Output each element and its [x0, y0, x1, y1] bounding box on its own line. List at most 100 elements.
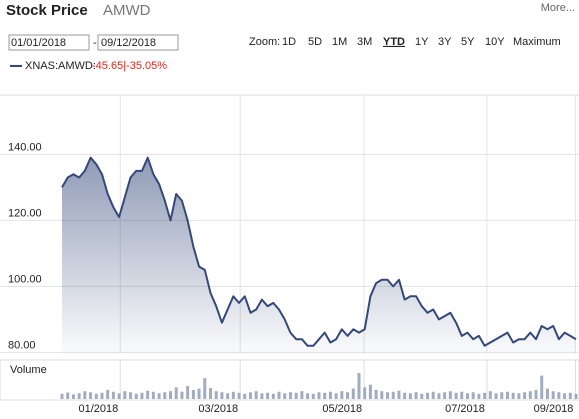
x-tick-label: 05/2018 [322, 403, 362, 415]
volume-bar [174, 387, 178, 399]
date-to-input[interactable] [97, 34, 179, 51]
volume-bar [283, 393, 287, 399]
volume-bar [214, 391, 218, 399]
volume-bar [454, 392, 458, 399]
volume-bar [111, 391, 115, 399]
volume-bar [243, 393, 247, 399]
volume-bar [277, 391, 281, 399]
volume-bar [460, 391, 464, 399]
y-tick-label: 140.00 [8, 141, 42, 153]
volume-bar [420, 393, 424, 399]
x-tick-label: 03/2018 [198, 403, 238, 415]
volume-bar [71, 394, 75, 399]
volume-bar [169, 391, 173, 399]
zoom-option[interactable]: 1M [332, 36, 347, 48]
legend-name: XNAS:AMWD: [25, 60, 96, 72]
volume-bar [483, 392, 487, 399]
y-tick-label: 80.00 [8, 339, 36, 351]
symbol: AMWD [103, 2, 151, 19]
volume-bar [534, 389, 538, 399]
date-to: 09/12/2018 [101, 37, 156, 49]
volume-bar [208, 388, 212, 399]
x-tick-label: 09/2018 [534, 403, 574, 415]
volume-bar [328, 391, 332, 399]
zoom-option[interactable]: 3Y [438, 36, 452, 48]
zoom-option[interactable]: 3M [357, 36, 372, 48]
volume-bar [391, 391, 395, 399]
date-from-input[interactable] [8, 34, 90, 51]
volume-bar [157, 393, 161, 399]
volume-bar [294, 392, 298, 399]
volume-bar [317, 392, 321, 399]
volume-bar [323, 392, 327, 399]
volume-bar [94, 393, 98, 399]
volume-bar [129, 392, 133, 399]
zoom-option[interactable]: 10Y [485, 36, 505, 48]
volume-bar [191, 389, 195, 399]
volume-bar [123, 391, 127, 399]
volume-bar [306, 393, 310, 399]
volume-bar [311, 393, 315, 399]
zoom-option[interactable]: 5D [308, 36, 322, 48]
volume-bar [220, 392, 224, 399]
volume-bar [408, 393, 412, 399]
volume-bar [100, 392, 104, 399]
volume-bar [180, 391, 184, 399]
x-tick-label: 01/2018 [78, 403, 118, 415]
volume-bar [357, 373, 361, 399]
volume-bar [226, 393, 230, 399]
volume-bar [540, 375, 544, 399]
zoom-option[interactable]: Maximum [513, 36, 561, 48]
volume-bar [414, 392, 418, 399]
volume-bar [266, 392, 270, 399]
more-link[interactable]: More... [541, 2, 575, 14]
volume-bar [437, 393, 441, 399]
volume-bar [563, 393, 567, 399]
zoom-option[interactable]: 5Y [461, 36, 475, 48]
volume-bar [448, 391, 452, 399]
volume-bar [89, 392, 93, 399]
volume-bar [374, 389, 378, 399]
zoom-option[interactable]: 1D [282, 36, 296, 48]
volume-bar [248, 392, 252, 399]
volume-bar [186, 386, 190, 399]
volume-bar [83, 391, 87, 399]
volume-bar [500, 392, 504, 399]
volume-bar [397, 390, 401, 399]
volume-bar [465, 393, 469, 399]
price-line [61, 156, 577, 347]
volume-bar [431, 391, 435, 399]
volume-title: Volume [10, 364, 47, 376]
volume-bar [488, 391, 492, 399]
volume-bar [340, 391, 344, 399]
zoom-option[interactable]: YTD [383, 36, 405, 48]
volume-bar [203, 378, 207, 399]
volume-bar [271, 393, 275, 399]
y-tick-label: 120.00 [8, 207, 42, 219]
volume-bar [197, 388, 201, 399]
volume-bar [386, 392, 390, 399]
volume-bar [477, 393, 481, 399]
volume-bar [288, 392, 292, 399]
volume-bar [505, 391, 509, 399]
date-from: 01/01/2018 [11, 37, 66, 49]
legend-change: -45.65|-35.05% [92, 60, 167, 72]
volume-bar [237, 392, 241, 399]
volume-bar [106, 389, 110, 399]
volume-bar [300, 391, 304, 399]
volume-bar [557, 392, 561, 399]
volume-bar [77, 393, 81, 399]
zoom-option[interactable]: 1Y [415, 36, 429, 48]
date-separator: - [93, 37, 97, 49]
volume-bar [134, 393, 138, 399]
volume-bar [363, 387, 367, 399]
volume-bar [471, 392, 475, 399]
volume-bar [403, 392, 407, 399]
volume-bar [163, 392, 167, 399]
zoom-label: Zoom: [249, 36, 280, 48]
volume-bar [494, 393, 498, 399]
volume-bar [551, 391, 555, 399]
volume-bar [346, 392, 350, 399]
volume-bar [117, 393, 121, 399]
